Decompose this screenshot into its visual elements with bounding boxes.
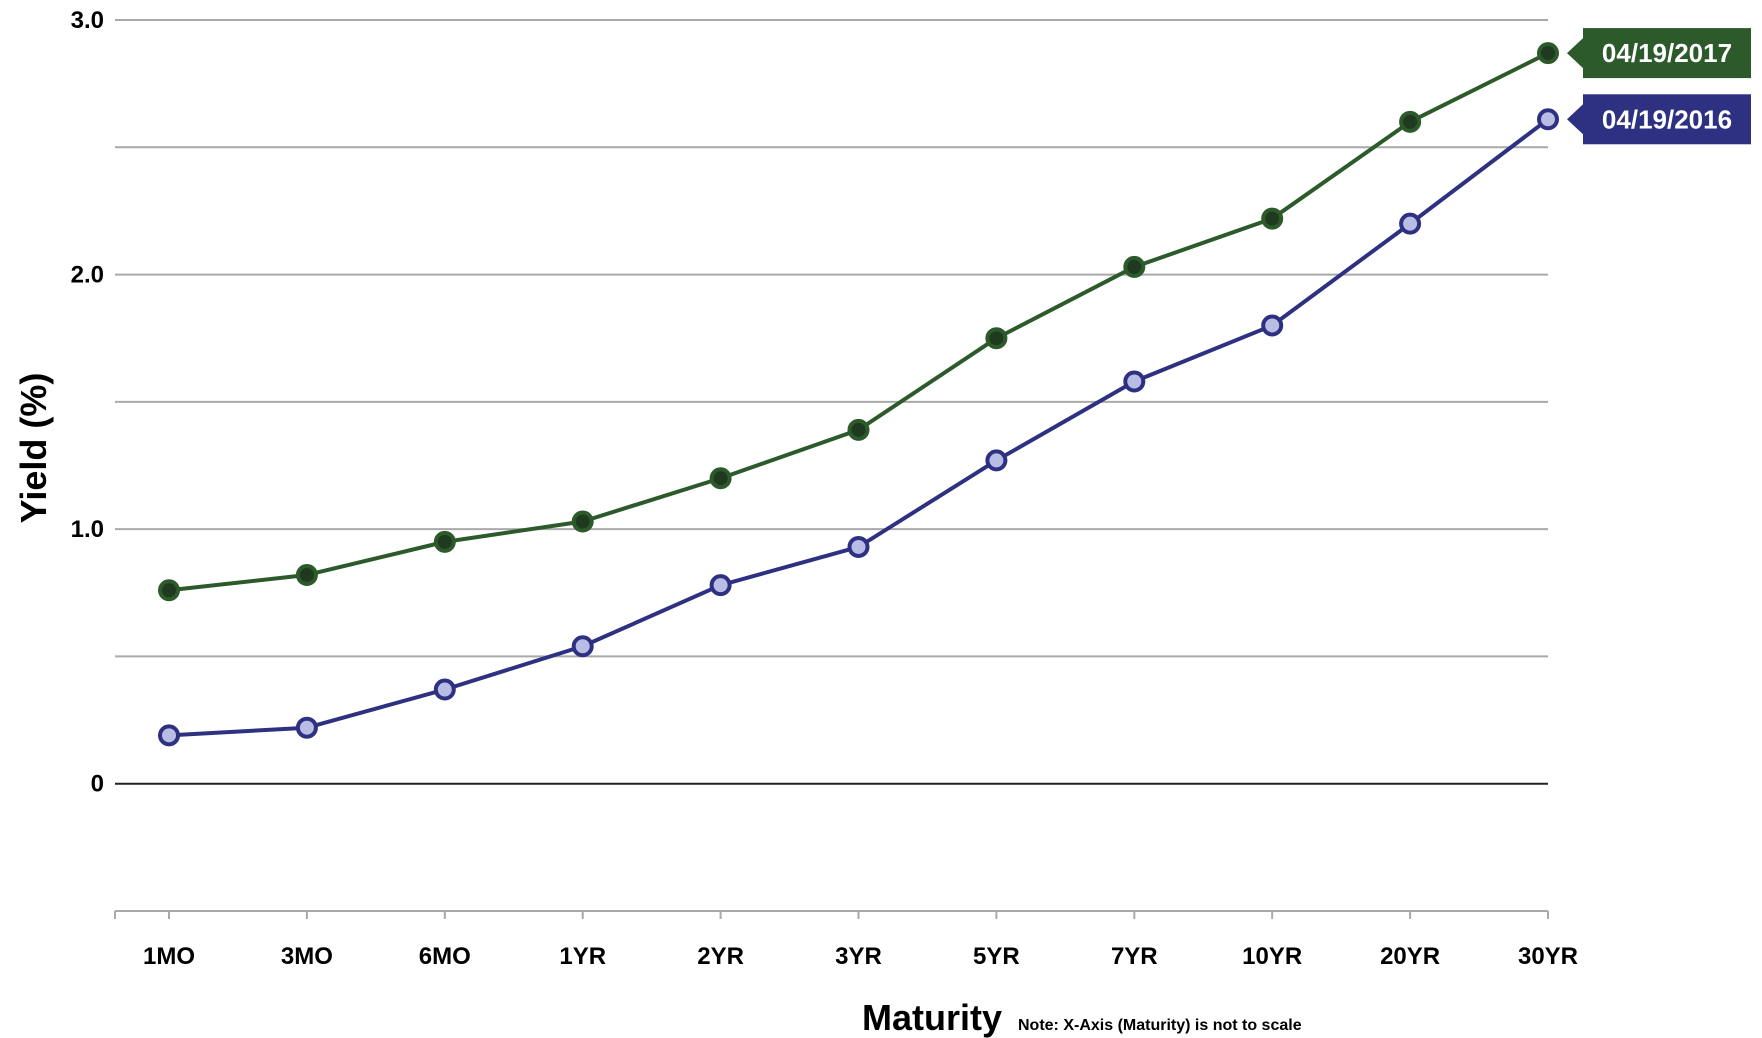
legend-tag-0: 04/19/2017 (1567, 28, 1751, 78)
data-point (712, 469, 730, 487)
legend-pointer (1567, 38, 1583, 68)
x-axis-note: Note: X-Axis (Maturity) is not to scale (1018, 1017, 1302, 1034)
x-tick-label: 30YR (1518, 943, 1578, 970)
x-tick-label: 6MO (419, 943, 471, 970)
data-point (436, 533, 454, 551)
x-tick-label: 5YR (973, 943, 1020, 970)
data-point (160, 726, 178, 744)
y-tick-label: 0 (91, 771, 104, 798)
series-line-0 (169, 53, 1548, 590)
data-point (987, 329, 1005, 347)
data-point (298, 719, 316, 737)
x-tick-label: 3YR (835, 943, 882, 970)
y-tick-label: 3.0 (71, 7, 104, 34)
x-tick-label: 1YR (559, 943, 606, 970)
x-axis-title: Maturity (862, 997, 1002, 1038)
axis-layer: 3.0 2.0 1.0 0 1MO 3MO 6MO 1YR 2YR 3YR 5YR 7YR 10YR 20… (71, 7, 1578, 970)
x-tick-label: 10YR (1242, 943, 1302, 970)
y-tick-label: 2.0 (71, 262, 104, 289)
x-tick-label: 3MO (281, 943, 333, 970)
legend-pointer (1567, 104, 1583, 134)
x-tick-label: 1MO (143, 943, 195, 970)
grid-layer (115, 20, 1548, 784)
legend-label: 04/19/2016 (1602, 104, 1732, 134)
series-layer (160, 44, 1557, 744)
data-point (1401, 215, 1419, 233)
data-point (160, 581, 178, 599)
x-tick-label: 7YR (1111, 943, 1158, 970)
data-point (1125, 372, 1143, 390)
y-tick-label: 1.0 (71, 516, 104, 543)
data-point (850, 538, 868, 556)
legend-label: 04/19/2017 (1602, 38, 1732, 68)
data-point (1539, 110, 1557, 128)
data-point (850, 421, 868, 439)
data-point (1263, 210, 1281, 228)
x-tick-label: 2YR (697, 943, 744, 970)
data-point (1125, 258, 1143, 276)
data-point (1401, 113, 1419, 131)
data-point (574, 637, 592, 655)
legend-layer: 04/19/2017 04/19/2016 (1567, 28, 1751, 144)
x-tick-label: 20YR (1380, 943, 1440, 970)
data-point (987, 451, 1005, 469)
legend-tag-1: 04/19/2016 (1567, 94, 1751, 144)
data-point (574, 513, 592, 531)
data-point (1263, 316, 1281, 334)
data-point (712, 576, 730, 594)
data-point (298, 566, 316, 584)
data-point (1539, 44, 1557, 62)
data-point (436, 681, 454, 699)
y-axis-title: Yield (%) (13, 373, 54, 524)
